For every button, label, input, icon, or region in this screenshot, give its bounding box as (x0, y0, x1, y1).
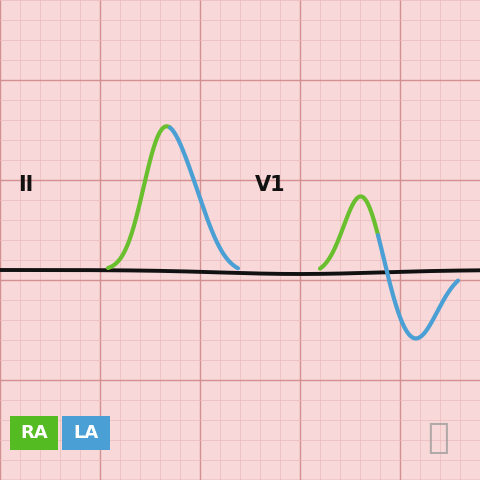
Text: II: II (18, 175, 33, 195)
Text: V1: V1 (255, 175, 286, 195)
FancyBboxPatch shape (62, 416, 110, 450)
Text: RA: RA (20, 424, 48, 442)
Text: LA: LA (73, 424, 98, 442)
FancyBboxPatch shape (10, 416, 58, 450)
Text: 🐃: 🐃 (427, 421, 449, 455)
